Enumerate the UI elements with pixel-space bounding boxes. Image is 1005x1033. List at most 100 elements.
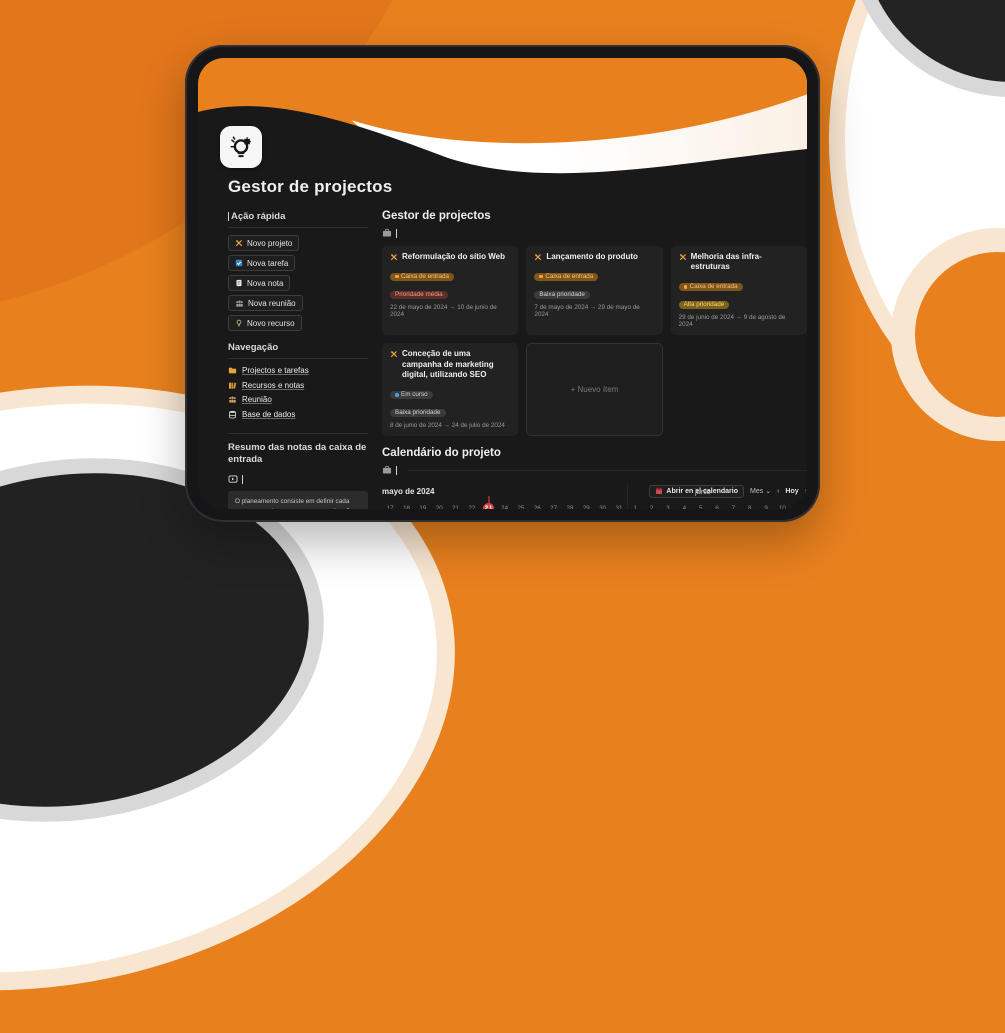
calendar: mayo de 2024 junio Abrir en el calendari…: [382, 483, 807, 509]
sidebar-item-database[interactable]: Base de dados: [228, 410, 368, 419]
calendar-toolbar: mayo de 2024 junio Abrir en el calendari…: [382, 483, 807, 499]
people-icon: [235, 299, 244, 308]
navigation-heading: Navegação: [228, 342, 368, 359]
today-marker-line: [488, 496, 490, 509]
new-note-button[interactable]: Nova nota: [228, 275, 291, 291]
quick-actions-heading: Ação rápida: [228, 211, 368, 228]
priority-badge: Baixa prioridade: [534, 290, 590, 300]
view-selector[interactable]: Mes ⌄: [750, 488, 772, 496]
today-button[interactable]: Hoy: [785, 487, 799, 495]
priority-badge: Alta prioridade: [678, 301, 730, 310]
calendar-day[interactable]: 31: [615, 505, 623, 509]
briefcase-icon: [382, 228, 392, 238]
text-cursor: [396, 465, 397, 475]
open-calendar-button[interactable]: Abrir en el calendario: [649, 484, 745, 498]
calendar-day[interactable]: 17: [386, 505, 394, 509]
divider: [407, 469, 807, 471]
sidebar-item-resources[interactable]: Recursos e notas: [228, 381, 368, 390]
tools-icon: [679, 253, 687, 261]
board-heading: Gestor de projectos: [382, 210, 491, 222]
project-card[interactable]: Conceção de uma campanha de marketing di…: [382, 343, 519, 437]
new-task-button[interactable]: Nova tarefa: [228, 255, 296, 271]
tools-icon: [390, 350, 398, 358]
tools-icon: [235, 239, 243, 247]
calendar-day[interactable]: 21: [452, 505, 459, 509]
calendar-icon: [655, 487, 663, 495]
summary-text-panel: O planeamento consiste em definir cada p…: [228, 491, 368, 509]
new-project-button[interactable]: Novo projeto: [228, 235, 300, 251]
tablet-device: Gestor de projectos Ação rápida Novo pro…: [185, 45, 820, 522]
calendar-day[interactable]: 7: [731, 505, 736, 509]
status-badge: Em curso: [390, 390, 433, 400]
summary-heading: Resumo das notas da caixa de entrada: [228, 432, 368, 468]
status-badge: Caixa de entrada: [678, 282, 743, 292]
project-card[interactable]: Melhoria das infra-estruturas Caixa de e…: [670, 246, 807, 336]
folder-icon: [228, 366, 237, 375]
sidebar-item-projects[interactable]: Projectos e tarefas: [228, 366, 368, 375]
month-divider: [627, 484, 628, 509]
calendar-day[interactable]: 10: [778, 505, 786, 509]
workspace-logo: [220, 126, 262, 168]
card-dates: 7 de mayo de 2024 → 29 de mayo de 2024: [534, 304, 640, 319]
briefcase-icon: [382, 465, 392, 475]
text-cursor: [242, 474, 243, 484]
card-dates: 8 de junio de 2024 → 24 de julio de 2024: [390, 422, 505, 430]
bulb-gear-icon: [228, 134, 255, 161]
next-button[interactable]: ›: [804, 487, 807, 495]
calendar-day[interactable]: 9: [764, 505, 768, 509]
project-card[interactable]: Lançamento do produto Caixa de entrada B…: [526, 246, 663, 336]
calendar-month-label: mayo de 2024: [382, 486, 435, 496]
calendar-day[interactable]: 25: [517, 505, 525, 509]
bulb-icon: [235, 319, 243, 327]
calendar-day[interactable]: 1: [633, 505, 638, 509]
calendar-day[interactable]: 20: [435, 505, 443, 509]
calendar-day[interactable]: 19: [419, 505, 427, 509]
calendar-day[interactable]: 4: [682, 505, 687, 509]
calendar-day[interactable]: 8: [748, 505, 752, 509]
calendar-day[interactable]: 11: [795, 505, 802, 509]
tools-icon: [390, 253, 398, 261]
sidebar: Ação rápida Novo projeto Nova tarefa Nov…: [228, 211, 368, 509]
card-dates: 22 de mayo de 2024 → 10 de junio de 2024: [390, 304, 497, 319]
calendar-day[interactable]: 18: [403, 505, 410, 509]
calendar-day[interactable]: 30: [599, 505, 607, 509]
calendar-day[interactable]: 22: [468, 505, 476, 509]
text-cursor: [396, 228, 397, 238]
status-badge: Caixa de entrada: [390, 272, 454, 281]
calendar-day[interactable]: 24: [501, 505, 509, 509]
grid-spacer: [671, 343, 807, 436]
calendar-icon-row: [382, 464, 807, 476]
header-wave: [198, 106, 807, 223]
calendar-day[interactable]: 28: [566, 505, 574, 509]
calendar-day[interactable]: 2: [649, 505, 654, 509]
priority-badge: Baixa prioridade: [390, 409, 446, 418]
new-resource-button[interactable]: Novo recurso: [228, 315, 302, 331]
text-cursor: [228, 212, 229, 221]
project-card[interactable]: Reformulação do sítio Web Caixa de entra…: [382, 246, 519, 336]
app-screen: Gestor de projectos Ação rápida Novo pro…: [198, 58, 807, 509]
project-cards-grid: Reformulação do sítio Web Caixa de entra…: [382, 246, 807, 437]
calendar-day[interactable]: 6: [715, 505, 719, 509]
checkbox-icon: [235, 259, 243, 267]
calendar-day[interactable]: 27: [550, 505, 558, 509]
priority-badge: Prioridade média: [390, 290, 448, 300]
summary-generate-row[interactable]: [228, 474, 368, 484]
calendar-next-month-label: junio: [695, 486, 711, 496]
sidebar-item-meeting[interactable]: Reunião: [228, 395, 368, 404]
calendar-day[interactable]: 5: [698, 505, 703, 509]
calendar-day[interactable]: 29: [582, 505, 590, 509]
new-meeting-button[interactable]: Nova reunião: [228, 295, 303, 311]
people-icon: [228, 395, 237, 404]
books-icon: [228, 381, 237, 390]
new-item-card[interactable]: + Nuevo ítem: [526, 343, 663, 437]
calendar-day[interactable]: 26: [533, 505, 541, 509]
prev-button[interactable]: ‹: [777, 487, 780, 495]
status-badge: Caixa de entrada: [534, 272, 599, 281]
note-icon: [235, 279, 243, 287]
generate-icon: [228, 474, 238, 484]
card-dates: 29 de junio de 2024 → 9 de agosto de 202…: [678, 314, 786, 329]
calendar-days-row: 17 18 19 20 21 22 23 24 25 26 27 28 29 3…: [382, 503, 807, 509]
tools-icon: [534, 253, 542, 261]
calendar-day[interactable]: 3: [666, 505, 670, 509]
calendar-heading: Calendário do projeto: [382, 447, 501, 460]
